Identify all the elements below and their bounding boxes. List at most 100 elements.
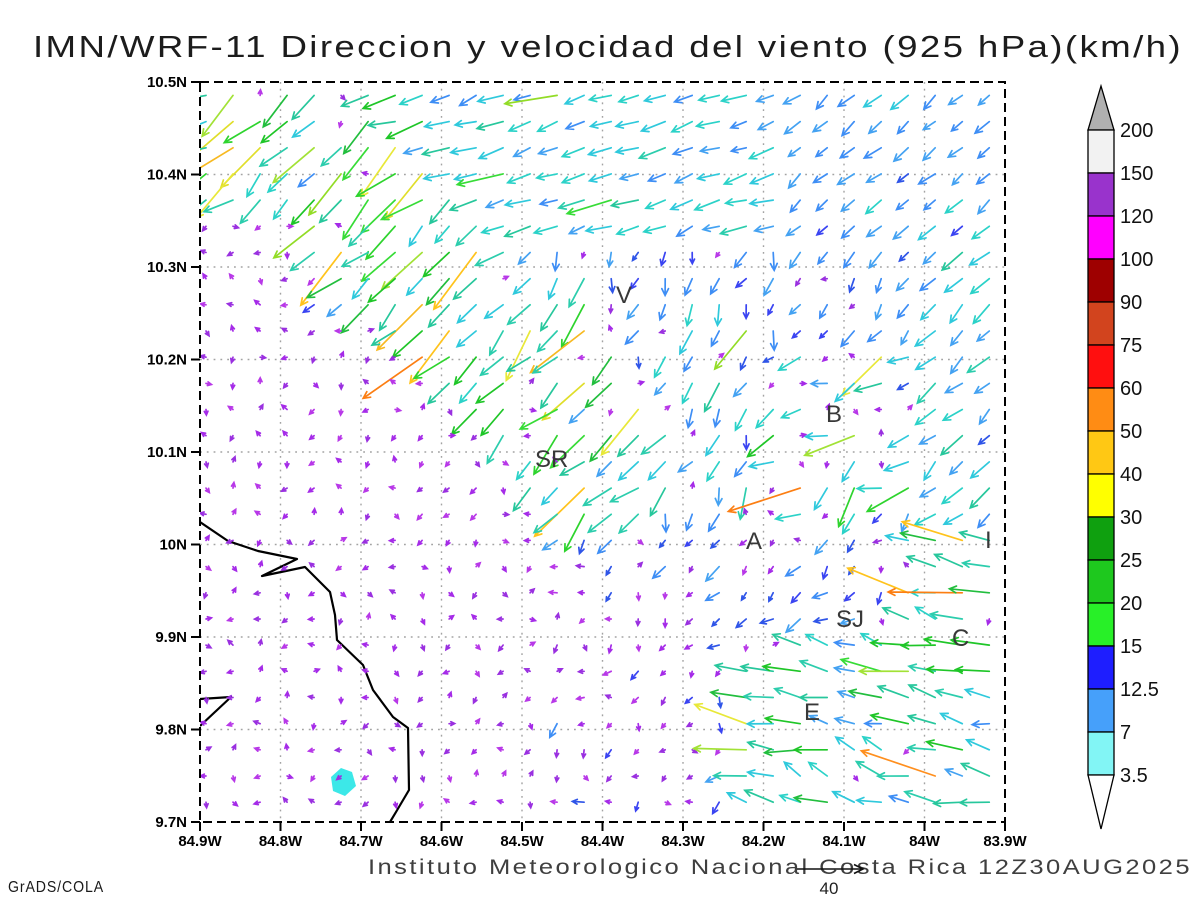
wind-arrow <box>252 590 261 596</box>
wind-arrow <box>512 146 531 158</box>
wind-arrow <box>711 801 721 816</box>
wind-arrow <box>660 722 667 730</box>
wind-arrow <box>367 277 396 304</box>
wind-arrow <box>502 538 510 544</box>
wind-arrow <box>505 173 531 185</box>
wind-arrow <box>902 748 910 755</box>
wind-arrow <box>448 199 477 212</box>
wind-arrow <box>311 722 317 732</box>
wind-arrow <box>515 461 531 481</box>
wind-arrow <box>754 408 775 429</box>
wind-arrow <box>311 506 317 516</box>
wind-arrow <box>387 746 396 752</box>
wind-arrow <box>913 330 937 348</box>
wind-arrow <box>852 775 859 782</box>
wind-arrow <box>898 530 937 542</box>
wind-arrow <box>338 506 344 516</box>
wind-arrow <box>230 480 237 489</box>
wind-arrow <box>917 225 937 241</box>
wind-arrow <box>360 668 369 674</box>
wind-arrow <box>865 487 910 513</box>
wind-arrow <box>717 722 724 735</box>
wind-arrow <box>683 644 694 650</box>
wind-arrow <box>258 664 264 673</box>
wind-arrow <box>503 199 531 208</box>
wind-arrow <box>470 434 477 441</box>
wind-arrow <box>771 632 802 646</box>
wind-arrow <box>361 94 396 110</box>
colorbar-label: 150 <box>1120 163 1153 185</box>
wind-arrow <box>857 667 910 676</box>
wind-arrow <box>281 513 289 520</box>
wind-arrow <box>683 356 694 373</box>
wind-arrow <box>968 251 991 266</box>
y-tick-label: 9.9N <box>155 629 187 646</box>
station-label-SJ: SJ <box>836 606 864 633</box>
wind-arrow <box>203 408 209 417</box>
wind-arrow <box>832 664 856 674</box>
wind-arrow <box>624 330 640 346</box>
wind-arrow <box>517 251 531 266</box>
wind-arrow <box>532 225 558 236</box>
wind-arrow <box>947 585 991 594</box>
wind-arrow <box>252 800 261 806</box>
wind-arrow <box>342 120 369 156</box>
wind-arrow <box>200 511 207 517</box>
wind-arrow <box>239 199 261 225</box>
station-label-I: I <box>985 527 992 554</box>
wind-arrow <box>950 225 964 237</box>
wind-arrow <box>605 722 613 729</box>
wind-arrow <box>604 694 613 700</box>
wind-arrow <box>837 487 856 529</box>
wind-arrow <box>779 408 802 419</box>
wind-arrow <box>660 277 670 298</box>
wind-arrow <box>567 225 585 235</box>
wind-arrow <box>367 327 376 334</box>
wind-arrow <box>351 277 369 301</box>
wind-arrow <box>825 402 831 411</box>
wind-arrow <box>685 721 694 728</box>
wind-arrow <box>568 277 585 309</box>
wind-arrow <box>815 225 829 237</box>
wind-arrow <box>943 277 964 294</box>
wind-arrow <box>886 434 910 449</box>
wind-arrow <box>554 748 560 760</box>
wind-arrow <box>978 408 991 426</box>
wind-arrow <box>472 696 478 705</box>
wind-arrow <box>290 199 315 226</box>
wind-arrow <box>690 428 696 437</box>
wind-arrow <box>389 378 396 385</box>
wind-arrow <box>951 173 964 187</box>
wind-arrow <box>200 120 207 125</box>
wind-arrow <box>360 642 369 648</box>
wind-arrow <box>635 618 641 628</box>
wind-arrow <box>257 559 264 568</box>
wind-arrow <box>565 199 613 216</box>
wind-arrow <box>361 407 369 413</box>
wind-arrow <box>733 461 748 478</box>
wind-arrow <box>205 643 213 649</box>
wind-arrow <box>966 356 991 374</box>
wind-arrow <box>900 519 964 542</box>
wind-arrow <box>258 146 288 168</box>
wind-arrow <box>777 356 802 372</box>
wind-arrow <box>394 722 402 728</box>
wind-arrow <box>202 272 208 280</box>
wind-arrow <box>917 434 937 445</box>
wind-arrow <box>878 565 884 575</box>
wind-arrow <box>617 94 640 104</box>
wind-arrow <box>380 251 423 291</box>
wind-arrow <box>284 742 290 751</box>
wind-arrow <box>581 748 587 760</box>
wind-arrow <box>862 94 883 108</box>
wind-arrow <box>818 303 829 320</box>
wind-arrow <box>257 376 263 385</box>
wind-arrow <box>605 565 613 577</box>
wind-arrow <box>922 94 937 111</box>
wind-arrow <box>693 702 748 725</box>
wind-arrow <box>892 146 910 163</box>
wind-arrow <box>664 800 672 806</box>
wind-arrow <box>742 434 750 452</box>
colorbar-segment <box>1087 129 1115 174</box>
wind-arrow <box>392 775 398 784</box>
